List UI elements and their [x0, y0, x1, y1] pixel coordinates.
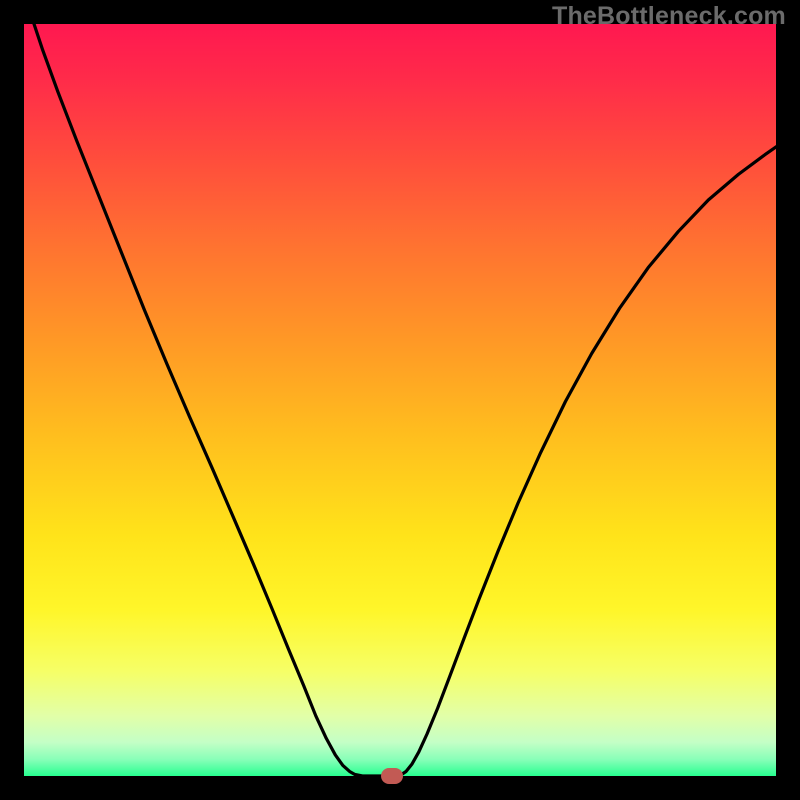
highlight-marker: [381, 768, 403, 784]
watermark-label: TheBottleneck.com: [552, 2, 786, 31]
chart-frame: TheBottleneck.com: [0, 0, 800, 800]
plot-area: [24, 24, 776, 776]
gradient-background: [24, 24, 776, 776]
